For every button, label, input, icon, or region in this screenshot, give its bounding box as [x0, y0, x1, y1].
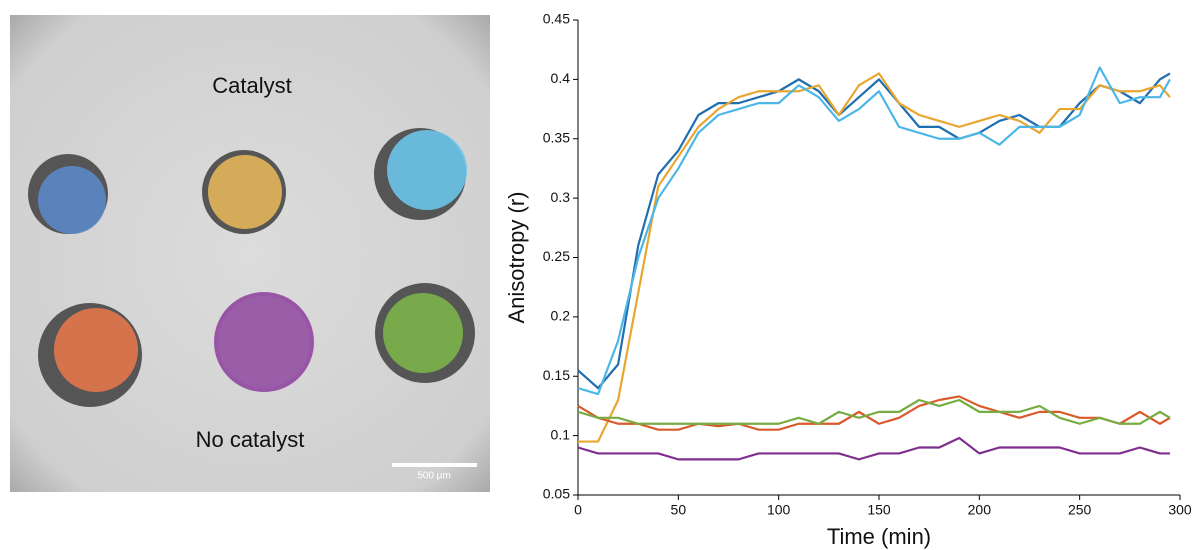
series-line	[577, 436, 1170, 461]
series-line	[577, 66, 1171, 396]
x-tick-label: 100	[767, 502, 791, 518]
image-background	[10, 15, 490, 492]
series-line	[577, 395, 1171, 431]
x-tick-label: 300	[1168, 502, 1192, 518]
x-tick-label: 0	[574, 502, 582, 518]
chart: 0.05 0.1 0.15 0.2 0.25 0.3 0.35 0.4 0.45 0 50 100 15…	[504, 11, 1192, 549]
scale-bar	[392, 463, 477, 467]
y-tick-label: 0.4	[551, 70, 571, 86]
series-line	[577, 72, 1171, 390]
catalyst-label: Catalyst	[212, 73, 291, 98]
y-tick-label: 0.2	[551, 308, 571, 324]
x-axis-label: Time (min)	[827, 524, 931, 549]
x-tick-label: 150	[867, 502, 891, 518]
y-tick-label: 0.15	[543, 367, 570, 383]
scale-bar-label: 500 µm	[417, 471, 451, 482]
x-tick-label: 50	[671, 502, 687, 518]
y-tick-label: 0.35	[543, 129, 570, 145]
y-tick-label: 0.05	[543, 486, 570, 502]
series-line	[577, 398, 1171, 425]
micrograph: Catalyst No catalyst 500 µm	[10, 15, 490, 492]
y-tick-label: 0.25	[543, 248, 570, 264]
y-tick-label: 0.3	[551, 189, 571, 205]
y-tick-label: 0.45	[543, 11, 570, 27]
y-axis-label: Anisotropy (r)	[504, 191, 529, 323]
y-tick-label: 0.1	[551, 426, 571, 442]
series-line	[578, 72, 1171, 443]
x-tick-label: 200	[968, 502, 992, 518]
wells	[28, 128, 475, 407]
x-tick-label: 250	[1068, 502, 1092, 518]
no-catalyst-label: No catalyst	[196, 427, 305, 452]
